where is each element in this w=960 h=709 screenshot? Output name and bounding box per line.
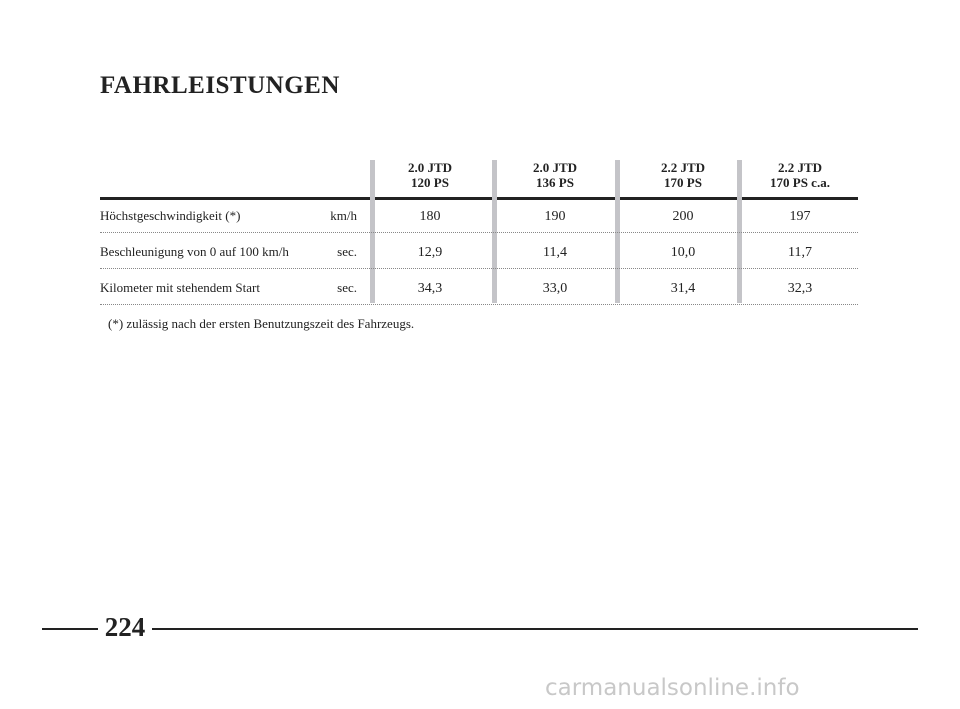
cell-value: 200 bbox=[672, 209, 694, 224]
column-header: 2.2 JTD 170 PS c.a. bbox=[745, 160, 855, 190]
row-label: Kilometer mit stehendem Start bbox=[100, 280, 260, 295]
cell-value: 33,0 bbox=[542, 281, 568, 296]
cell-value: 31,4 bbox=[670, 281, 696, 296]
header-line: 2.2 JTD bbox=[660, 160, 706, 175]
cell-value: 34,3 bbox=[417, 281, 443, 296]
row-rule bbox=[100, 304, 858, 305]
header-line: 170 PS bbox=[664, 175, 702, 190]
column-divider bbox=[737, 160, 742, 303]
cell-value: 10,0 bbox=[670, 245, 696, 260]
column-header: 2.0 JTD 136 PS bbox=[500, 160, 610, 190]
footnote: (*) zulässig nach der ersten Benutzungsz… bbox=[108, 316, 415, 331]
row-rule bbox=[100, 268, 858, 269]
cell-value: 12,9 bbox=[417, 245, 443, 260]
row-unit: km/h bbox=[330, 208, 357, 223]
page-number: 224 bbox=[104, 612, 146, 642]
header-line: 2.0 JTD bbox=[407, 160, 453, 175]
row-unit: sec. bbox=[337, 280, 357, 295]
header-rule bbox=[100, 197, 858, 200]
title: FAHRLEISTUNGEN bbox=[100, 72, 340, 99]
watermark: carmanualsonline.info bbox=[545, 675, 800, 701]
column-divider bbox=[492, 160, 497, 303]
row-rule bbox=[100, 232, 858, 233]
row-unit: sec. bbox=[337, 244, 357, 259]
cell-value: 32,3 bbox=[787, 281, 813, 296]
cell-value: 197 bbox=[789, 209, 811, 224]
rule bbox=[152, 628, 918, 630]
row-label: Höchstgeschwindigkeit (*) bbox=[100, 208, 241, 223]
column-header: 2.0 JTD 120 PS bbox=[375, 160, 485, 190]
header-line: 170 PS c.a. bbox=[770, 175, 830, 190]
header-line: 2.2 JTD bbox=[777, 160, 823, 175]
column-divider bbox=[370, 160, 375, 303]
cell-value: 11,4 bbox=[543, 245, 567, 260]
cell-value: 190 bbox=[544, 209, 566, 224]
column-header: 2.2 JTD 170 PS bbox=[628, 160, 738, 190]
column-divider bbox=[615, 160, 620, 303]
header-line: 136 PS bbox=[536, 175, 574, 190]
header-line: 2.0 JTD bbox=[532, 160, 578, 175]
cell-value: 11,7 bbox=[788, 245, 812, 260]
row-label: Beschleunigung von 0 auf 100 km/h bbox=[100, 244, 289, 259]
rule bbox=[42, 628, 98, 630]
header-line: 120 PS bbox=[411, 175, 449, 190]
cell-value: 180 bbox=[419, 209, 441, 224]
